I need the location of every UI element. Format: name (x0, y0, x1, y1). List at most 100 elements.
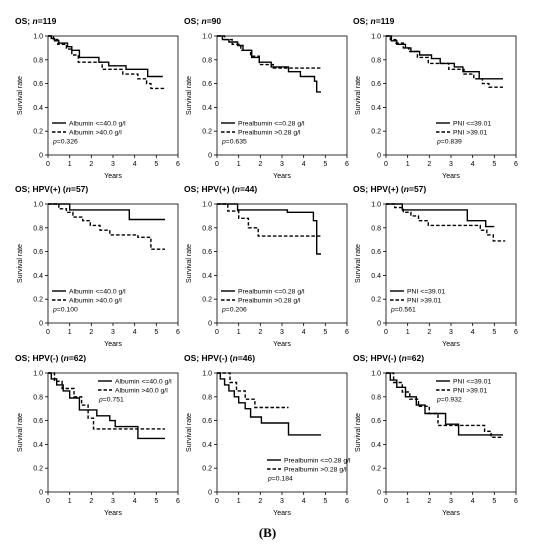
y-tick-label: 0.6 (371, 418, 381, 425)
km-curve (217, 372, 289, 409)
km-curve (386, 372, 503, 438)
chart-title: OS; HPV(+) (n=57) (353, 184, 426, 194)
x-tick-label: 5 (154, 161, 158, 168)
x-tick-label: 2 (89, 329, 93, 336)
y-tick-label: 0.2 (202, 129, 212, 136)
km-curve (48, 372, 165, 430)
x-tick-label: 3 (280, 498, 284, 505)
chart-panel: OS; HPV(+) (n=57) 0 1 2 3 4 5 6 0 0.2 0.4 0.6 0.8 1.0… (353, 184, 518, 348)
y-tick-label: 0.4 (202, 273, 212, 280)
y-tick-label: 0 (377, 153, 381, 160)
x-tick-label: 4 (302, 329, 306, 336)
chart-panel: OS; n=119 0 1 2 3 4 5 6 0 0.2 0.4 0.6 0.8 1.0 Years Sur… (15, 16, 180, 180)
y-tick-label: 0 (39, 321, 43, 328)
x-tick-label: 6 (345, 161, 349, 168)
x-tick-label: 5 (154, 498, 158, 505)
y-axis-label: Survival rate (355, 244, 362, 283)
y-axis-label: Survival rate (186, 244, 193, 283)
y-tick-label: 0.4 (33, 273, 43, 280)
chart-panel: OS; HPV(-) (n=62) 0 1 2 3 4 5 6 0 0.2 0.4 0.6 0.8 1.0… (353, 353, 518, 517)
x-tick-label: 3 (449, 329, 453, 336)
y-tick-label: 0.2 (33, 297, 43, 304)
y-tick-label: 0.6 (33, 418, 43, 425)
y-tick-label: 0.8 (202, 225, 212, 232)
p-value: p=0.839 (436, 139, 462, 146)
chart-panel: OS; HPV(-) (n=62) 0 1 2 3 4 5 6 0 0.2 0.4 0.6 0.8 1.0… (15, 353, 180, 517)
y-tick-label: 0.8 (33, 225, 43, 232)
km-curve (48, 203, 165, 221)
y-tick-label: 0.2 (33, 466, 43, 473)
x-tick-label: 1 (406, 498, 410, 505)
km-curve (217, 372, 321, 436)
y-axis-label: Survival rate (186, 76, 193, 115)
y-tick-label: 1.0 (202, 371, 212, 378)
x-tick-label: 4 (471, 329, 475, 336)
x-tick-label: 1 (237, 329, 241, 336)
x-tick-label: 0 (46, 329, 50, 336)
y-tick-label: 1.0 (371, 34, 381, 41)
legend-label: Albumin >40.0 g/l (69, 130, 122, 137)
y-tick-label: 0.8 (371, 57, 381, 64)
legend: PNI <=39.01 PNI >39.01 p=0.932 (436, 379, 491, 404)
x-tick-label: 2 (89, 498, 93, 505)
y-tick-label: 1.0 (202, 34, 212, 41)
p-value: p=0.206 (221, 307, 247, 314)
x-tick-label: 1 (68, 329, 72, 336)
x-tick-label: 4 (302, 161, 306, 168)
y-tick-label: 0.6 (202, 81, 212, 88)
y-axis-label: Survival rate (17, 413, 24, 452)
plot-frame (216, 372, 348, 493)
y-axis-label: Survival rate (186, 413, 193, 452)
x-tick-label: 3 (449, 498, 453, 505)
x-axis-label: Years (104, 341, 122, 348)
x-tick-label: 3 (111, 329, 115, 336)
legend-label: PNI >39.01 (407, 298, 441, 305)
figure-label: (B) (258, 525, 277, 540)
y-tick-label: 0.2 (371, 129, 381, 136)
chart-title: OS; HPV(+) (n=44) (184, 184, 257, 194)
y-tick-label: 0.6 (202, 249, 212, 256)
km-curve (386, 372, 503, 436)
km-curve (217, 35, 321, 69)
x-tick-label: 1 (68, 161, 72, 168)
y-tick-label: 0 (208, 490, 212, 497)
y-tick-label: 0.8 (33, 57, 43, 64)
y-axis-label: Survival rate (17, 244, 24, 283)
x-axis-label: Years (442, 341, 460, 348)
x-tick-label: 0 (46, 498, 50, 505)
legend-label: Albumin >40.0 g/l (69, 298, 122, 305)
legend-label: Albumin <=40.0 g/l (69, 289, 126, 296)
chart-title: OS; n=119 (353, 16, 395, 26)
y-tick-label: 0 (377, 321, 381, 328)
x-tick-label: 2 (427, 498, 431, 505)
y-tick-label: 0.2 (371, 466, 381, 473)
x-tick-label: 1 (237, 498, 241, 505)
x-tick-label: 4 (133, 329, 137, 336)
x-tick-label: 4 (133, 498, 137, 505)
x-axis-label: Years (104, 173, 122, 180)
y-tick-label: 0.2 (371, 297, 381, 304)
y-tick-label: 0.8 (33, 394, 43, 401)
y-axis-label: Survival rate (355, 413, 362, 452)
x-tick-label: 2 (427, 161, 431, 168)
x-tick-label: 2 (427, 329, 431, 336)
x-tick-label: 0 (215, 329, 219, 336)
legend-label: PNI <=39.01 (407, 289, 445, 296)
km-curve (386, 203, 495, 228)
km-curve (386, 35, 503, 88)
x-tick-label: 1 (68, 498, 72, 505)
legend-label: PNI >39.01 (453, 388, 487, 395)
y-tick-label: 0.4 (33, 442, 43, 449)
legend: Prealbumin <=0.28 g/l Prealbumin >0.28 g/… (267, 458, 351, 483)
y-tick-label: 0.6 (33, 249, 43, 256)
x-tick-label: 5 (323, 161, 327, 168)
x-tick-label: 6 (514, 498, 518, 505)
km-curve (48, 203, 165, 250)
plot-frame (385, 35, 517, 156)
y-axis-label: Survival rate (355, 76, 362, 115)
x-tick-label: 0 (215, 498, 219, 505)
x-tick-label: 6 (176, 498, 180, 505)
y-tick-label: 1.0 (33, 34, 43, 41)
y-axis-label: Survival rate (17, 76, 24, 115)
